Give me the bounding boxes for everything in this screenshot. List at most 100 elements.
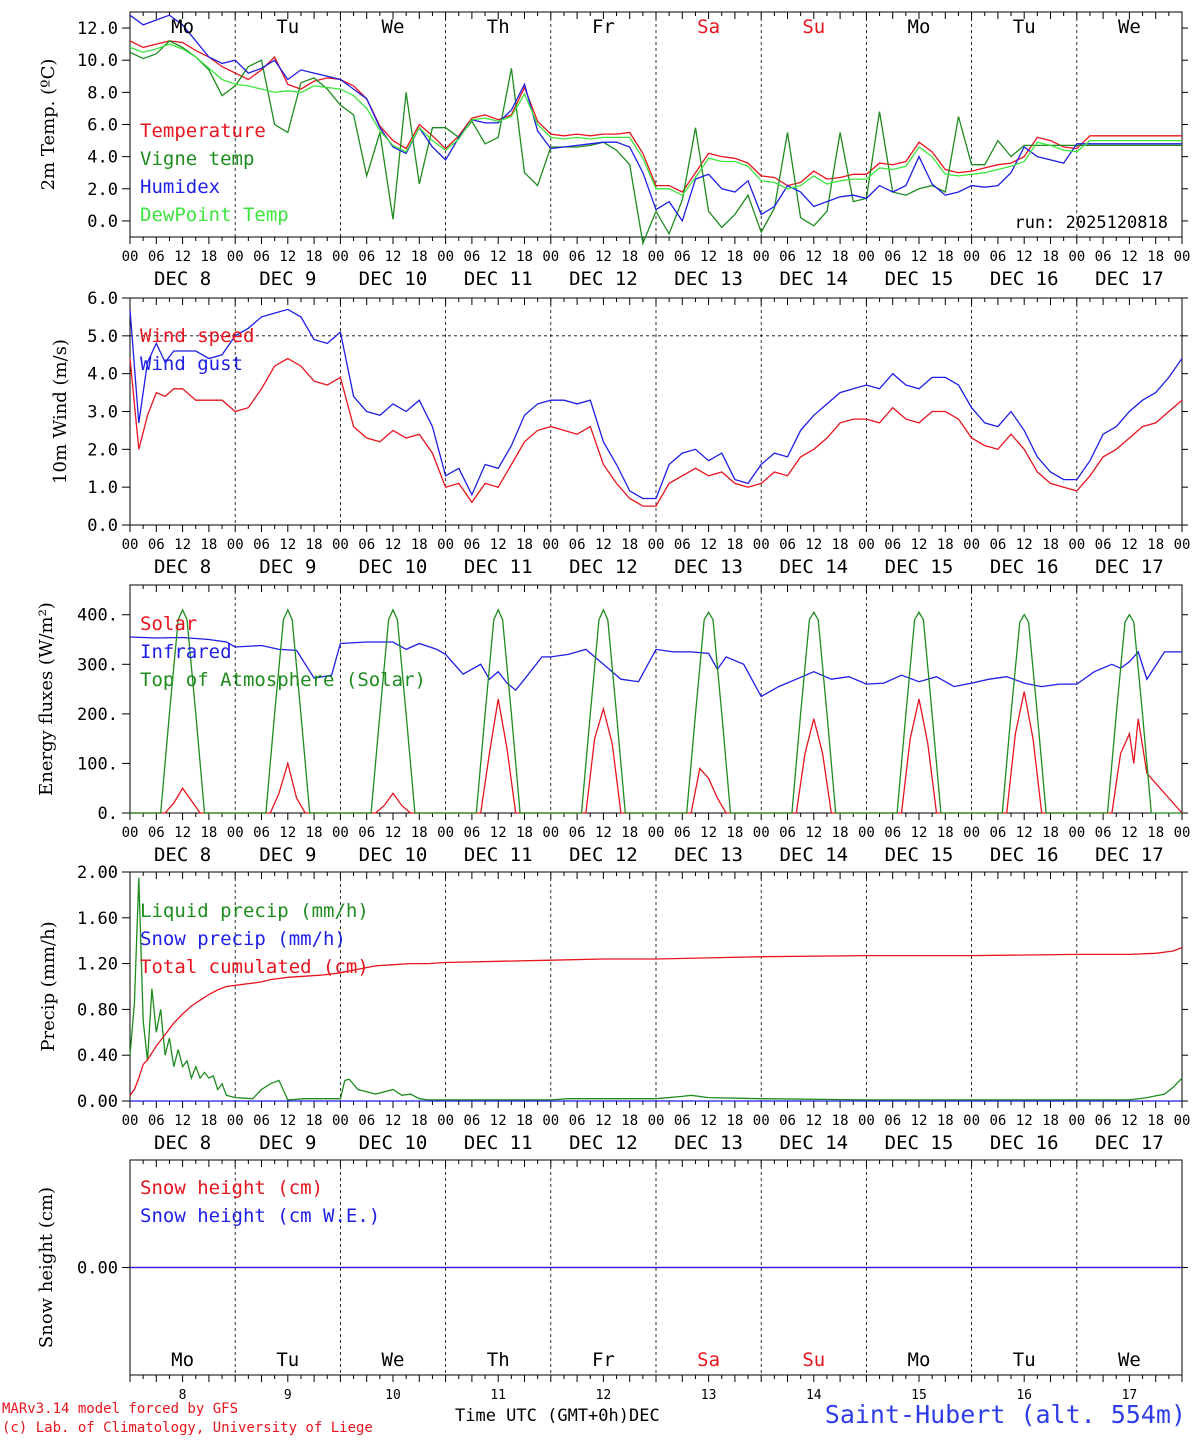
- wind-hour-label: 12: [279, 537, 296, 553]
- precip-hour-label: 12: [279, 1113, 296, 1129]
- temperature-hour-label: 18: [937, 249, 954, 265]
- time-axis-footer: Time UTC (GMT+0h)DEC: [455, 1406, 660, 1426]
- wind-ytick-label: 3.0: [87, 403, 118, 423]
- precip-hour-label: 18: [726, 1113, 743, 1129]
- wind-hour-label: 18: [1147, 537, 1164, 553]
- time-axis-label: Time UTC (GMT+0h): [455, 1406, 629, 1426]
- dow-label: Su: [802, 16, 825, 38]
- temperature-hour-label: 00: [1068, 249, 1085, 265]
- snow-legend-entry: Snow height (cm): [140, 1177, 323, 1199]
- month-label: DEC: [629, 1406, 660, 1426]
- precip-hour-label: 12: [1121, 1113, 1138, 1129]
- energy-hour-label: 00: [1174, 825, 1191, 841]
- energy-hour-label: 00: [1068, 825, 1085, 841]
- wind-hour-label: 00: [332, 537, 349, 553]
- temperature-series-line: [129, 43, 1182, 197]
- energy-hour-label: 18: [832, 825, 849, 841]
- energy-hour-label: 00: [963, 825, 980, 841]
- wind-date-label: DEC 10: [359, 556, 428, 578]
- temperature-series-line: [129, 14, 1182, 223]
- precip-hour-label: 06: [358, 1113, 375, 1129]
- temperature-hour-label: 06: [148, 249, 165, 265]
- energy-hour-label: 06: [253, 825, 270, 841]
- wind-hour-label: 18: [411, 537, 428, 553]
- temperature-hour-label: 12: [385, 249, 402, 265]
- temperature-hour-label: 18: [726, 249, 743, 265]
- temperature-hour-label: 18: [1147, 249, 1164, 265]
- energy-hour-label: 00: [648, 825, 665, 841]
- energy-hour-label: 00: [753, 825, 770, 841]
- bottom-dow-label: Tu: [276, 1349, 299, 1371]
- energy-date-label: DEC 8: [154, 844, 211, 866]
- temperature-hour-label: 06: [1095, 249, 1112, 265]
- energy-hour-label: 00: [437, 825, 454, 841]
- precip-ytick-label: 0.40: [77, 1046, 118, 1066]
- precip-hour-label: 06: [989, 1113, 1006, 1129]
- temperature-date-label: DEC 9: [259, 268, 316, 290]
- precip-hour-label: 06: [253, 1113, 270, 1129]
- energy-date-label: DEC 10: [359, 844, 428, 866]
- energy-hour-label: 06: [1095, 825, 1112, 841]
- wind-date-label: DEC 11: [464, 556, 533, 578]
- dow-label: Sa: [697, 16, 720, 38]
- wind-ytick-label: 0.0: [87, 516, 118, 536]
- dow-label: Th: [487, 16, 510, 38]
- wind-hour-label: 06: [989, 537, 1006, 553]
- snow-ylabel: Snow height (cm): [36, 1187, 57, 1348]
- precip-hour-label: 00: [332, 1113, 349, 1129]
- dow-label: Tu: [276, 16, 299, 38]
- energy-hour-label: 12: [1016, 825, 1033, 841]
- temperature-ytick-label: 6.0: [87, 116, 118, 136]
- precip-hour-label: 06: [569, 1113, 586, 1129]
- wind-hour-label: 12: [1121, 537, 1138, 553]
- precip-date-label: DEC 15: [885, 1132, 954, 1154]
- wind-legend-entry: Wind gust: [140, 353, 243, 375]
- wind-hour-label: 00: [1174, 537, 1191, 553]
- temperature-legend-entry: Humidex: [140, 176, 220, 198]
- model-credit: MARv3.14 model forced by GFS (c) Lab. of…: [2, 1400, 373, 1438]
- precip-hour-label: 06: [779, 1113, 796, 1129]
- energy-date-label: DEC 15: [885, 844, 954, 866]
- bottom-dow-label: Su: [802, 1349, 825, 1371]
- precip-hour-label: 00: [227, 1113, 244, 1129]
- temperature-hour-label: 18: [306, 249, 323, 265]
- temperature-ytick-label: 8.0: [87, 83, 118, 103]
- temperature-hour-label: 06: [253, 249, 270, 265]
- wind-hour-label: 06: [569, 537, 586, 553]
- wind-hour-label: 06: [884, 537, 901, 553]
- bottom-dow-label: Th: [487, 1349, 510, 1371]
- wind-date-label: DEC 16: [990, 556, 1059, 578]
- precip-legend-entry: Snow precip (mm/h): [140, 928, 346, 950]
- wind-ylabel: 10m Wind (m/s): [50, 339, 71, 484]
- wind-hour-label: 06: [253, 537, 270, 553]
- dow-label: Mo: [908, 16, 931, 38]
- energy-hour-label: 12: [385, 825, 402, 841]
- precip-hour-label: 12: [174, 1113, 191, 1129]
- temperature-series-line: [129, 40, 1182, 193]
- wind-hour-label: 06: [463, 537, 480, 553]
- temperature-ytick-label: 4.0: [87, 148, 118, 168]
- precip-ytick-label: 1.20: [77, 955, 118, 975]
- day-number-label: 14: [806, 1388, 822, 1400]
- temperature-hour-label: 12: [490, 249, 507, 265]
- bottom-dow-label: Sa: [697, 1349, 720, 1371]
- energy-hour-label: 06: [358, 825, 375, 841]
- temperature-hour-label: 12: [279, 249, 296, 265]
- temperature-hour-label: 00: [542, 249, 559, 265]
- temperature-hour-label: 06: [569, 249, 586, 265]
- precip-hour-label: 00: [1174, 1113, 1191, 1129]
- energy-hour-label: 06: [569, 825, 586, 841]
- bottom-dow-label: Tu: [1013, 1349, 1036, 1371]
- wind-date-label: DEC 8: [154, 556, 211, 578]
- energy-hour-label: 06: [884, 825, 901, 841]
- wind-date-label: DEC 13: [674, 556, 743, 578]
- temperature-date-label: DEC 17: [1095, 268, 1164, 290]
- wind-hour-label: 12: [805, 537, 822, 553]
- wind-ytick-label: 4.0: [87, 365, 118, 385]
- bottom-dow-label: We: [382, 1349, 405, 1371]
- day-number-label: 9: [284, 1388, 292, 1400]
- wind-hour-label: 06: [1095, 537, 1112, 553]
- precip-hour-label: 06: [884, 1113, 901, 1129]
- precip-series-line: [129, 877, 1183, 1101]
- temperature-date-label: DEC 8: [154, 268, 211, 290]
